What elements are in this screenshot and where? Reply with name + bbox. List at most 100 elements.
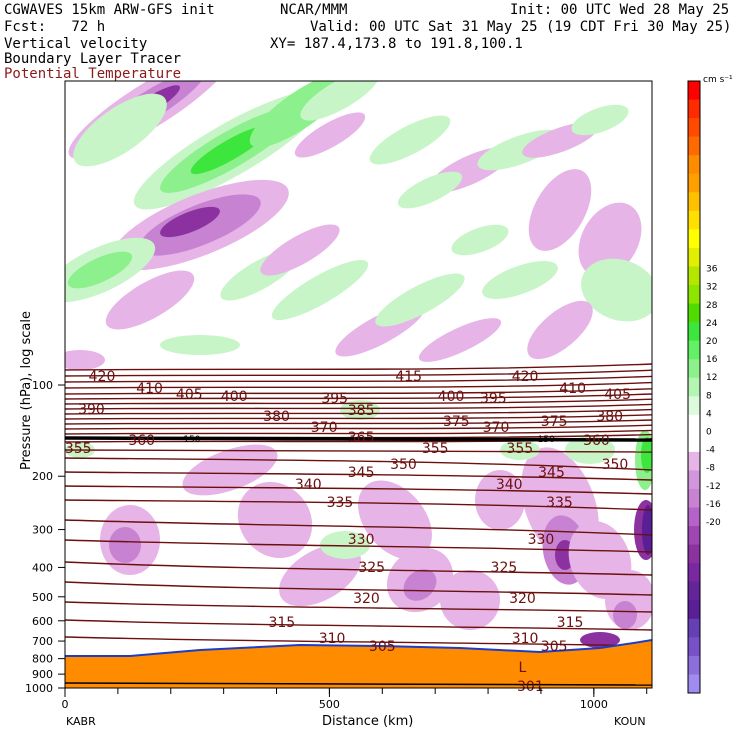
isentrope-line — [65, 419, 652, 425]
colorbar: 36 32 28 24 20 16 12 8 4 0 -4 -8 -12 -16 -20 — [687, 80, 721, 694]
isentrope-line — [65, 363, 652, 371]
isentrope-label: 420 — [512, 369, 539, 385]
colorbar-bin — [688, 563, 700, 583]
isentrope-label: 330 — [348, 532, 375, 548]
colorbar-bin — [688, 229, 700, 249]
x-tick-label: 0 — [62, 698, 69, 711]
x-tick-label: 1000 — [580, 698, 608, 711]
isentrope-line — [65, 539, 652, 553]
x-endpoint-right: KOUN — [614, 715, 646, 728]
field-vertical-velocity: Vertical velocity — [4, 36, 148, 52]
institution-label: NCAR/MMM — [280, 2, 348, 18]
isentrope-label: 355 — [506, 441, 533, 457]
isentrope-label: 301 — [517, 679, 544, 695]
isentrope-label: 355 — [65, 441, 92, 457]
colorbar-bin — [688, 322, 700, 342]
colorbar-bin — [688, 285, 700, 305]
isentrope-line — [65, 414, 652, 420]
w-contour — [294, 112, 366, 158]
w-contour — [109, 527, 141, 563]
w-contour — [160, 335, 240, 355]
isentrope-label: 405 — [604, 387, 631, 403]
colorbar-bin — [688, 173, 700, 193]
w-contour — [320, 531, 370, 559]
isentrope-label: 350 — [602, 457, 629, 473]
colorbar-tick-label: 20 — [706, 337, 718, 347]
vertical-velocity-field — [65, 81, 652, 648]
isentrope-label: 410 — [136, 381, 163, 397]
isentrope-label: 410 — [559, 381, 586, 397]
w-contour — [358, 480, 432, 560]
w-contour — [237, 481, 313, 559]
colorbar-bin — [688, 451, 700, 471]
colorbar-tick-label: 36 — [706, 265, 718, 275]
w-contour — [300, 81, 380, 121]
colorbar-bin — [688, 674, 700, 694]
isentrope-line — [65, 471, 652, 481]
colorbar-tick-label: -4 — [706, 446, 715, 456]
isentrope-label: 305 — [541, 639, 568, 655]
terrain-edge — [65, 639, 652, 657]
w-contour — [482, 261, 558, 299]
w-contour — [500, 440, 540, 460]
isentrope-label: 375 — [541, 414, 568, 430]
terrain-fill — [65, 640, 652, 688]
colorbar-bin — [688, 99, 700, 119]
colorbar-bin — [688, 396, 700, 416]
isentrope-line — [65, 424, 652, 430]
isentrope-line — [65, 519, 652, 536]
isentrope-label: 320 — [353, 591, 380, 607]
colorbar-bin — [688, 81, 700, 101]
isentrope-label: 380 — [596, 409, 623, 425]
isentrope-line — [65, 485, 652, 495]
y-tick-label: 800 — [32, 653, 53, 666]
isentrope-line — [65, 369, 652, 377]
colorbar-bin — [688, 470, 700, 490]
isentrope-label: 370 — [311, 420, 338, 436]
colorbar-bin — [688, 655, 700, 675]
isentrope-line — [65, 429, 652, 435]
colorbar-bin — [688, 581, 700, 601]
isentrope-label: 330 — [528, 532, 555, 548]
isentrope-line — [65, 449, 652, 453]
colorbar-tick-label: 0 — [706, 428, 712, 438]
isentrope-line — [65, 581, 652, 596]
isentrope-line — [65, 457, 652, 471]
w-contour — [73, 93, 167, 167]
y-tick-label: 600 — [32, 615, 53, 628]
y-tick-label: 900 — [32, 668, 53, 681]
isentrope-label: 345 — [348, 465, 375, 481]
surface-isentrope — [65, 682, 652, 686]
tropopause-label: 150 — [183, 435, 200, 445]
terrain — [65, 639, 652, 688]
colorbar-bin — [688, 618, 700, 638]
w-contour — [528, 169, 592, 251]
w-contour — [440, 570, 500, 630]
w-contour — [375, 273, 465, 327]
y-tick-label: 100 — [32, 379, 53, 392]
w-contour — [271, 259, 369, 321]
colorbar-tick-label: 32 — [706, 283, 717, 293]
isentrope-line — [65, 636, 652, 647]
isentrope-label: 340 — [295, 477, 322, 493]
isentrope-line — [65, 561, 652, 576]
w-contour — [105, 270, 195, 330]
colorbar-tick-label: -16 — [706, 500, 721, 510]
w-contour — [613, 601, 637, 629]
isentrope-label: 345 — [538, 465, 565, 481]
colorbar-tick-label: -8 — [706, 464, 715, 474]
colorbar-bin — [688, 210, 700, 230]
w-contour — [260, 224, 340, 276]
w-contour — [581, 258, 652, 322]
w-contour — [642, 505, 652, 555]
isentrope-label: 315 — [557, 615, 584, 631]
colorbar-tick-label: 24 — [706, 319, 718, 329]
w-contour — [403, 569, 437, 601]
isentrope-line — [65, 408, 652, 415]
w-contour — [340, 400, 380, 420]
isentrope-line — [65, 398, 652, 405]
colorbar-bin — [688, 192, 700, 212]
isentrope-line — [65, 375, 652, 383]
isentrope-label: 400 — [438, 389, 465, 405]
